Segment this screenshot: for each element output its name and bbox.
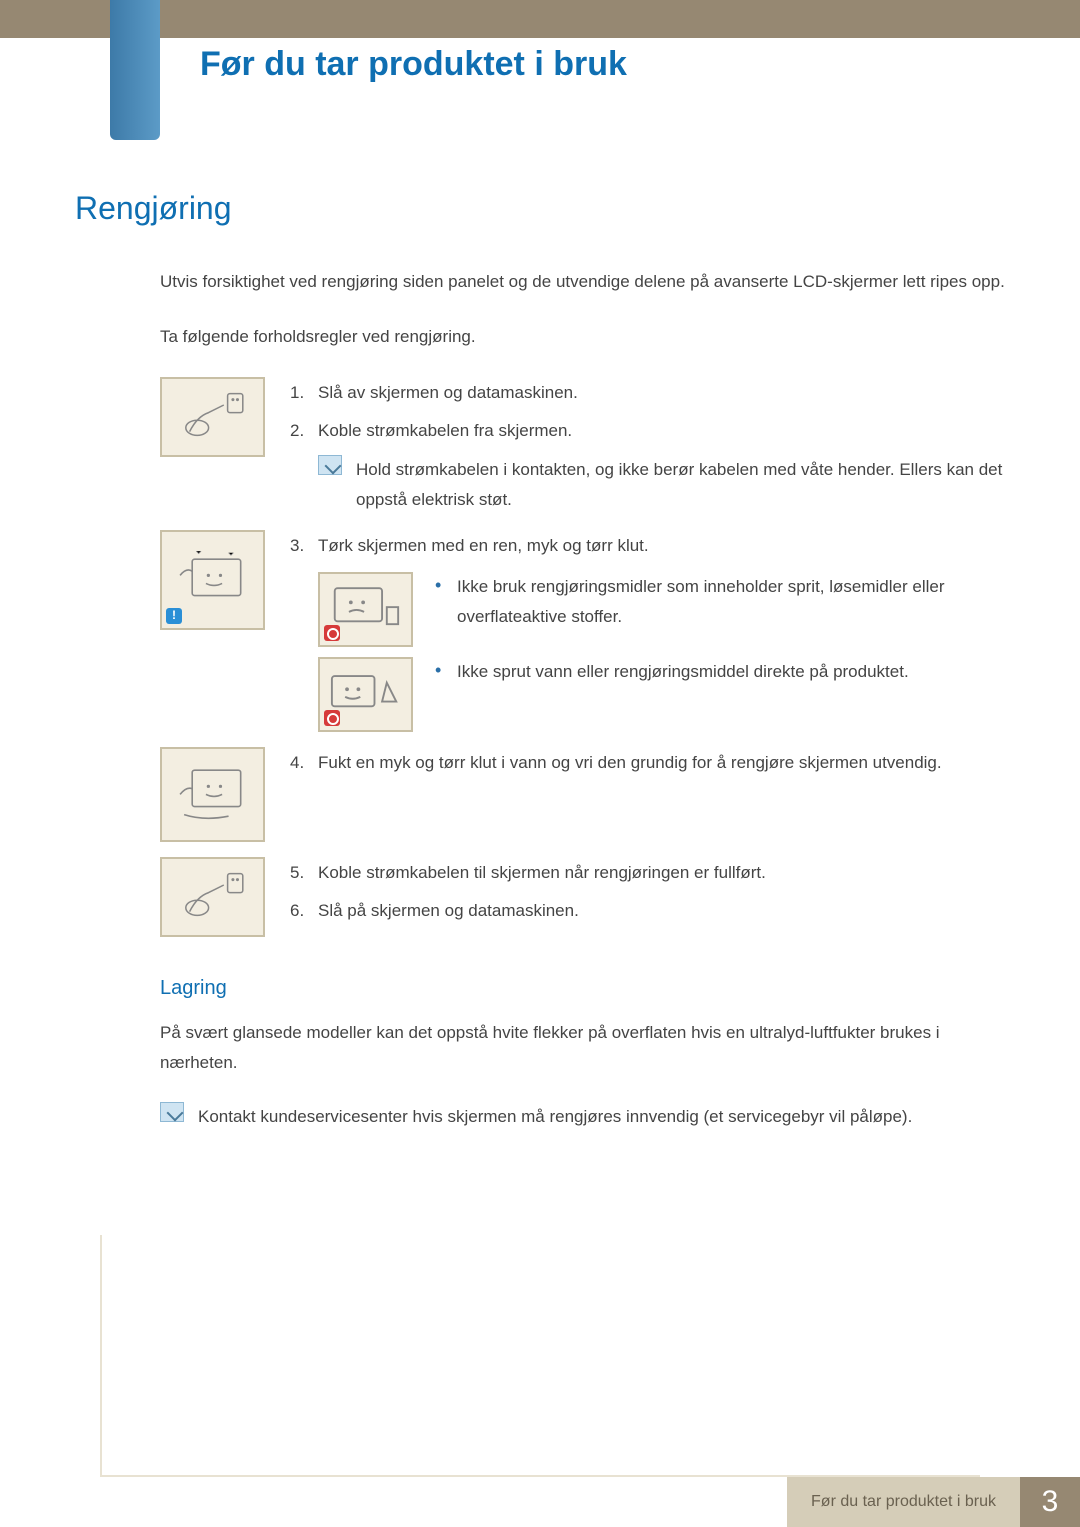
- step-number: 6.: [290, 895, 318, 927]
- illustration-wipe: [160, 530, 265, 630]
- subsection-paragraph: På svært glansede modeller kan det oppst…: [160, 1018, 1005, 1078]
- step-text: Koble strømkabelen fra skjermen.: [318, 415, 572, 447]
- bullet-text: Ikke sprut vann eller rengjøringsmiddel …: [457, 657, 909, 687]
- step-text: Slå på skjermen og datamaskinen.: [318, 895, 579, 927]
- footer-page-number: 3: [1020, 1477, 1080, 1527]
- step-block-2: 3.Tørk skjermen med en ren, myk og tørr …: [160, 530, 1005, 732]
- illustration-plug-in: [160, 857, 265, 937]
- footer: Før du tar produktet i bruk 3: [0, 1477, 1080, 1527]
- step-text: Tørk skjermen med en ren, myk og tørr kl…: [318, 530, 649, 562]
- step-number: 1.: [290, 377, 318, 409]
- chapter-title: Før du tar produktet i bruk: [200, 45, 627, 84]
- note-text: Kontakt kundeservicesenter hvis skjermen…: [198, 1102, 912, 1132]
- bullet-icon: •: [435, 572, 457, 632]
- illustration-no-spray: [318, 657, 413, 732]
- step-number: 2.: [290, 415, 318, 447]
- header-bar: [0, 0, 1080, 38]
- chapter-tab: [110, 0, 160, 140]
- note-icon: [318, 455, 342, 475]
- illustration-damp-cloth: [160, 747, 265, 842]
- info-badge-icon: [166, 608, 182, 624]
- step-block-4: 5.Koble strømkabelen til skjermen når re…: [160, 857, 1005, 937]
- left-rule: [100, 1235, 102, 1475]
- prohibit-badge-icon: [324, 710, 340, 726]
- main-content: Rengjøring Utvis forsiktighet ved rengjø…: [75, 190, 1005, 1132]
- step-number: 5.: [290, 857, 318, 889]
- step-number: 4.: [290, 747, 318, 779]
- note-text: Hold strømkabelen i kontakten, og ikke b…: [356, 455, 1005, 515]
- step-text: Slå av skjermen og datamaskinen.: [318, 377, 578, 409]
- section-heading: Rengjøring: [75, 190, 1005, 227]
- step-block-3: 4.Fukt en myk og tørr klut i vann og vri…: [160, 747, 1005, 842]
- step-number: 3.: [290, 530, 318, 562]
- subsection-heading: Lagring: [160, 977, 1005, 1000]
- bullet-icon: •: [435, 657, 457, 687]
- illustration-unplug: [160, 377, 265, 457]
- step-text: Fukt en myk og tørr klut i vann og vri d…: [318, 747, 942, 779]
- footer-chapter-label: Før du tar produktet i bruk: [787, 1477, 1020, 1527]
- note-icon: [160, 1102, 184, 1122]
- prohibit-badge-icon: [324, 625, 340, 641]
- intro-paragraph-1: Utvis forsiktighet ved rengjøring siden …: [160, 267, 1005, 297]
- step-text: Koble strømkabelen til skjermen når reng…: [318, 857, 766, 889]
- bullet-text: Ikke bruk rengjøringsmidler som innehold…: [457, 572, 1005, 632]
- illustration-no-solvent: [318, 572, 413, 647]
- step-block-1: 1.Slå av skjermen og datamaskinen. 2.Kob…: [160, 377, 1005, 515]
- intro-paragraph-2: Ta følgende forholdsregler ved rengjørin…: [160, 322, 1005, 352]
